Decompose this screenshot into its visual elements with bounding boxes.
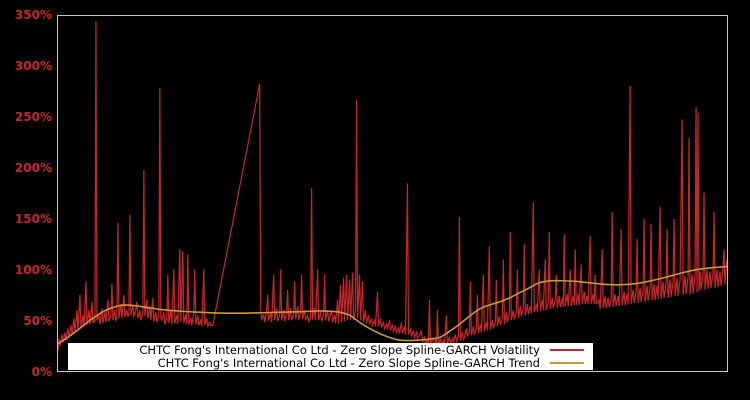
legend-swatch-trend-line [550,362,584,364]
legend-item-volatility: CHTC Fong's International Co Ltd - Zero … [68,342,593,357]
y-tick-label: 0% [31,365,52,379]
legend-label-volatility: CHTC Fong's International Co Ltd - Zero … [139,342,540,357]
y-tick-label: 200% [14,161,52,175]
trend-line [58,266,727,343]
y-tick-label: 50% [23,314,52,328]
y-axis: 0% 50% 100% 150% 200% 250% 300% 350% [0,0,56,400]
volatility-line [58,21,727,351]
y-tick-label: 150% [14,212,52,226]
y-tick-label: 350% [14,8,52,22]
legend-item-trend: CHTC Fong's International Co Ltd - Zero … [68,355,593,370]
legend-label-trend: CHTC Fong's International Co Ltd - Zero … [157,355,540,370]
plot-area [57,15,728,372]
legend-swatch-volatility-line [550,349,584,351]
y-tick-label: 250% [14,110,52,124]
legend: CHTC Fong's International Co Ltd - Zero … [68,343,593,370]
y-tick-label: 300% [14,59,52,73]
y-tick-label: 100% [14,263,52,277]
plot-svg [58,16,727,371]
